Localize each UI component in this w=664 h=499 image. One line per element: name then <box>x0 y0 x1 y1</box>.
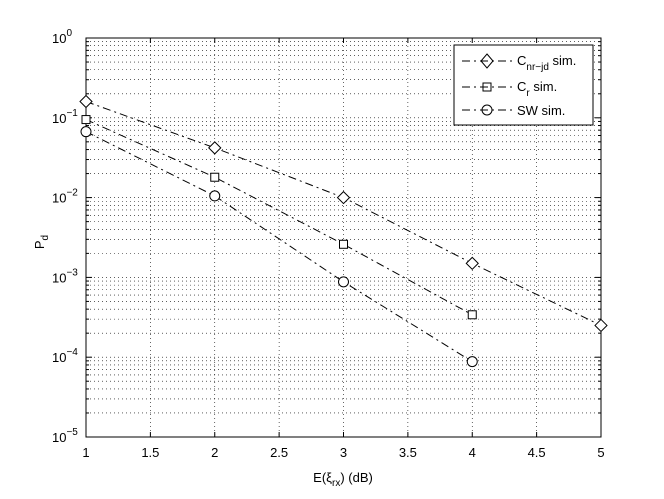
x-tick-label: 5 <box>597 445 604 460</box>
legend-box <box>453 44 594 126</box>
data-point-diamond <box>208 141 222 155</box>
legend-label-cnrjd: Cnr−jd sim. <box>517 53 576 73</box>
data-point-diamond <box>594 318 608 333</box>
legend-marker-square <box>482 82 492 92</box>
data-point-circle <box>209 190 221 202</box>
legend-entry-cr: Cr sim. <box>462 79 557 99</box>
data-point-square <box>81 115 91 125</box>
legend-label-cr: Cr sim. <box>517 79 557 99</box>
y-tick-label: 10−3 <box>52 267 78 285</box>
data-point-circle <box>80 126 92 138</box>
legend: Cnr−jd sim. Cr sim. SW sim. <box>453 44 594 126</box>
x-tick-label: 1.5 <box>141 445 159 460</box>
series-circle <box>80 126 478 368</box>
legend-label-sw: SW sim. <box>517 103 565 118</box>
data-point-square <box>210 172 220 182</box>
data-point-circle <box>466 356 478 368</box>
y-tick-label: 10−4 <box>52 347 78 365</box>
series-square <box>81 115 477 320</box>
series-layer <box>79 94 608 368</box>
x-tick-label: 3 <box>340 445 347 460</box>
data-point-square <box>467 310 477 320</box>
x-tick-label: 4 <box>469 445 476 460</box>
ticks: 1 1.5 2 2.5 3 3.5 4 4.5 5 10−5 10−4 10−3 10−2 10−1 100 <box>52 28 605 460</box>
series-line <box>85 131 473 363</box>
data-point-square <box>339 239 348 249</box>
legend-marker-circle <box>481 104 493 116</box>
data-point-circle <box>338 276 349 288</box>
x-tick-label: 4.5 <box>528 445 546 460</box>
x-tick-label: 2 <box>211 445 218 460</box>
data-point-diamond <box>336 190 351 205</box>
data-point-diamond <box>465 256 479 271</box>
y-tick-label: 10−5 <box>52 427 78 445</box>
y-axis-label: Pd <box>32 235 51 249</box>
y-tick-label: 10−1 <box>52 108 78 126</box>
y-tick-label: 10−2 <box>52 188 78 206</box>
legend-entry-sw: SW sim. <box>462 103 565 118</box>
x-tick-label: 1 <box>82 445 89 460</box>
y-tick-label: 100 <box>52 28 72 46</box>
series-diamond <box>79 94 608 333</box>
x-tick-label: 2.5 <box>270 445 288 460</box>
data-point-diamond <box>79 94 93 109</box>
x-tick-label: 3.5 <box>399 445 417 460</box>
legend-marker-diamond <box>480 53 494 69</box>
legend-entry-cnrjd: Cnr−jd sim. <box>462 53 576 73</box>
x-axis-label: E(ξrx) (dB) <box>313 470 373 489</box>
